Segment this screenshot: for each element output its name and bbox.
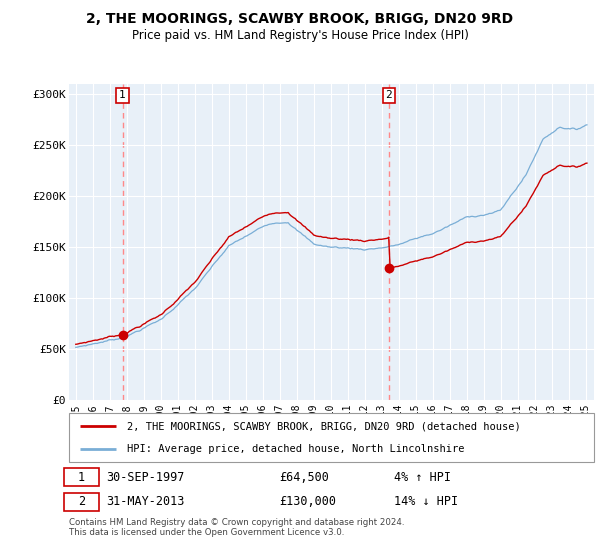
Text: HPI: Average price, detached house, North Lincolnshire: HPI: Average price, detached house, Nort… [127,444,464,454]
Text: 2: 2 [78,496,85,508]
Text: 2, THE MOORINGS, SCAWBY BROOK, BRIGG, DN20 9RD: 2, THE MOORINGS, SCAWBY BROOK, BRIGG, DN… [86,12,514,26]
Text: 4% ↑ HPI: 4% ↑ HPI [395,470,452,483]
Text: 14% ↓ HPI: 14% ↓ HPI [395,496,458,508]
Text: 2, THE MOORINGS, SCAWBY BROOK, BRIGG, DN20 9RD (detached house): 2, THE MOORINGS, SCAWBY BROOK, BRIGG, DN… [127,421,521,431]
FancyBboxPatch shape [64,493,100,511]
Text: 1: 1 [78,470,85,483]
Text: £130,000: £130,000 [279,496,336,508]
Text: £64,500: £64,500 [279,470,329,483]
Text: Price paid vs. HM Land Registry's House Price Index (HPI): Price paid vs. HM Land Registry's House … [131,29,469,42]
Text: 2: 2 [385,90,392,100]
Text: 30-SEP-1997: 30-SEP-1997 [106,470,184,483]
Text: 31-MAY-2013: 31-MAY-2013 [106,496,184,508]
FancyBboxPatch shape [64,468,100,486]
Text: 1: 1 [119,90,126,100]
FancyBboxPatch shape [69,413,594,462]
Text: Contains HM Land Registry data © Crown copyright and database right 2024.
This d: Contains HM Land Registry data © Crown c… [69,518,404,538]
